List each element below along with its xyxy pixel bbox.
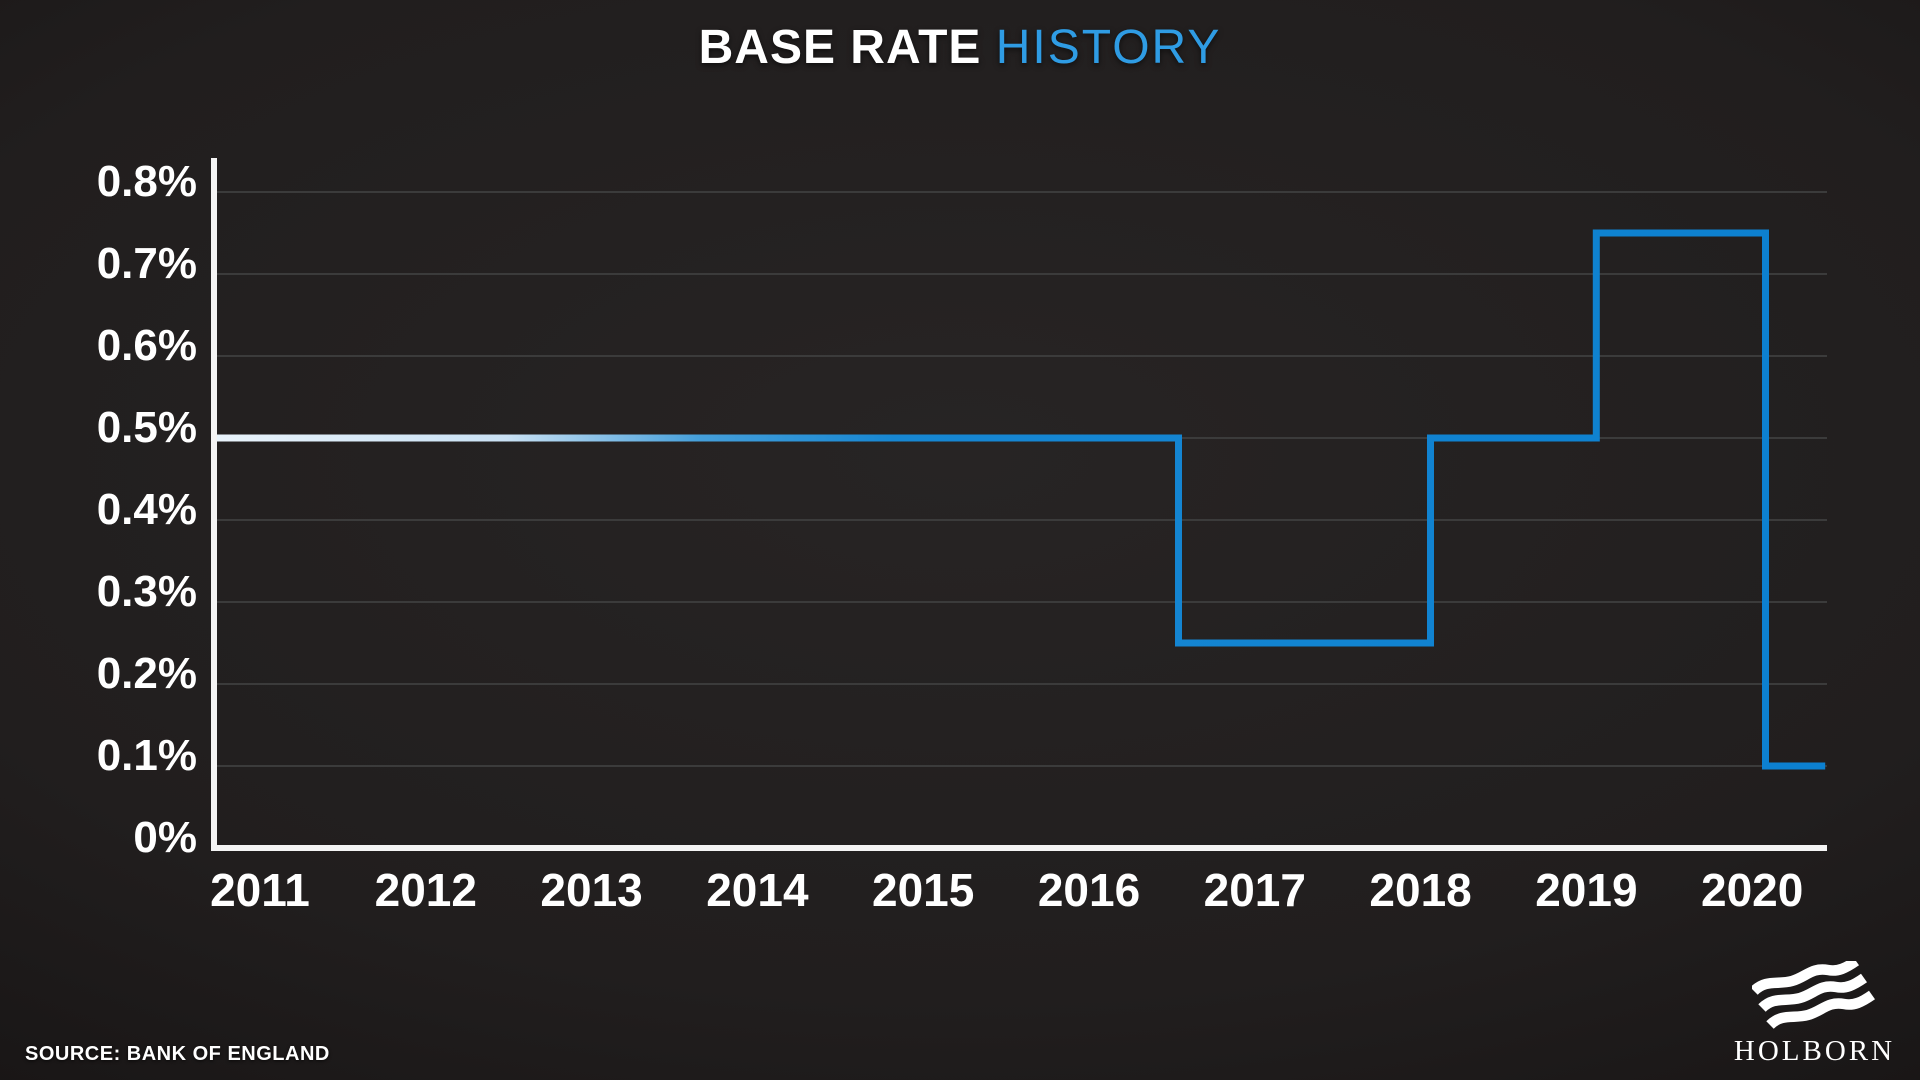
x-tick-label: 2014 (706, 864, 809, 916)
x-tick-label: 2019 (1535, 864, 1637, 916)
waves-icon (1751, 961, 1875, 1030)
axes (211, 158, 1827, 851)
y-tick-label: 0% (133, 813, 197, 862)
tick-labels: 0.8% 0.7% 0.6% 0.5% 0.4% 0.3% 0.2% 0.1% 0% 2011 20… (97, 157, 1804, 916)
x-tick-label: 2020 (1701, 864, 1803, 916)
y-tick-label: 0.7% (97, 239, 197, 288)
x-tick-label: 2018 (1369, 864, 1471, 916)
y-tick-label: 0.2% (97, 649, 197, 698)
data-series (216, 229, 1826, 770)
gridlines (214, 191, 1827, 767)
chart-title: BASE RATE HISTORY (0, 20, 1920, 75)
base-rate-line (216, 229, 1826, 770)
y-tick-label: 0.1% (97, 731, 197, 780)
x-tick-label: 2013 (540, 864, 642, 916)
chart-title-accent: HISTORY (995, 21, 1222, 74)
chart-title-main: BASE RATE (698, 21, 982, 74)
y-tick-label: 0.6% (97, 321, 197, 370)
x-tick-label: 2015 (872, 864, 974, 916)
x-tick-label: 2011 (210, 864, 310, 916)
axis-lines (211, 158, 1827, 851)
y-tick-label: 0.4% (97, 485, 197, 534)
y-tick-label: 0.8% (97, 157, 197, 206)
x-tick-label: 2016 (1038, 864, 1140, 916)
brand-name: HOLBORN (1733, 1035, 1896, 1067)
y-tick-label: 0.5% (97, 403, 197, 452)
brand-block: HOLBORN (1727, 961, 1902, 1068)
y-tick-label: 0.3% (97, 567, 197, 616)
source-note: SOURCE: BANK OF ENGLAND (25, 1043, 330, 1065)
x-tick-label: 2017 (1204, 864, 1306, 916)
x-tick-label: 2012 (375, 864, 477, 916)
